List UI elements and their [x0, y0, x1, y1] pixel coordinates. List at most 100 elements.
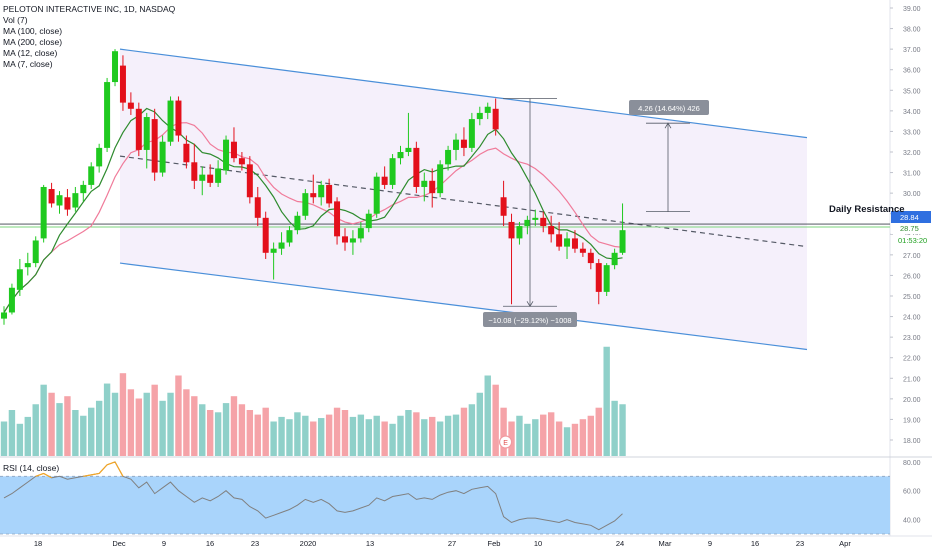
candle-body: [254, 197, 261, 218]
x-tick-label: 9: [162, 539, 166, 548]
measure-down-label: −10.08 (−29.12%) −1008: [488, 316, 571, 325]
y-tick-label: 18.00: [903, 438, 921, 445]
volume-bar: [357, 414, 365, 456]
volume-bar: [547, 412, 555, 456]
x-tick-label: 13: [366, 539, 374, 548]
volume-bar: [508, 421, 515, 456]
candle-body: [8, 287, 15, 313]
y-tick-label: 23.00: [903, 335, 921, 342]
candle-body: [341, 236, 348, 243]
candle-body: [238, 158, 245, 165]
x-tick-label: Dec: [112, 539, 126, 548]
volume-bar: [563, 427, 571, 456]
candle-body: [556, 234, 563, 247]
candle-body: [349, 238, 356, 243]
volume-bar: [468, 404, 476, 456]
volume-bar: [365, 419, 372, 456]
x-tick-label: 16: [751, 539, 759, 548]
y-tick-label: 36.00: [903, 68, 921, 75]
candle-body: [500, 197, 507, 216]
x-tick-label: 23: [251, 539, 259, 548]
volume-bar: [436, 421, 444, 456]
x-tick-label: 18: [34, 539, 42, 548]
ma12-line: [3, 122, 623, 313]
candle-body: [1, 312, 7, 319]
candle-body: [215, 168, 222, 183]
volume-bar: [167, 392, 174, 456]
candle-body: [524, 219, 531, 227]
legend-ma7: MA (7, close): [3, 59, 53, 69]
volume-bar: [325, 414, 333, 456]
timer-label: 01:53:20: [898, 236, 927, 245]
timer-tag: [891, 235, 931, 247]
candle-body: [16, 269, 23, 290]
volume-bar: [603, 346, 610, 456]
y-tick-label: 35.00: [903, 88, 921, 95]
volume-bar: [254, 414, 261, 456]
measure-up-box: [629, 100, 709, 115]
volume-bar: [119, 373, 127, 456]
volume-bar: [413, 412, 420, 456]
volume-bar: [199, 404, 206, 456]
y-tick-label: 21.00: [903, 376, 921, 383]
candle-body: [389, 158, 396, 185]
rsi-y-tick-label: 40.00: [903, 518, 921, 525]
candle-body: [413, 147, 420, 187]
candle-body: [445, 149, 452, 165]
volume-bar: [72, 410, 79, 456]
candle-body: [357, 228, 364, 239]
candle-body: [143, 117, 150, 150]
y-tick-label: 32.00: [903, 150, 921, 157]
candle-body: [40, 186, 47, 239]
candle-body: [373, 176, 380, 214]
y-tick-label: 20.00: [903, 397, 921, 404]
candle-body: [230, 141, 237, 159]
channel-fill: [120, 49, 807, 350]
legend-ma12: MA (12, close): [3, 48, 58, 58]
candle-body: [119, 65, 126, 103]
ma7-line: [3, 107, 623, 313]
candle-body: [270, 248, 277, 253]
candle-body: [32, 240, 39, 264]
candle-body: [619, 230, 626, 253]
volume-bar: [619, 404, 626, 456]
candle-body: [421, 180, 428, 187]
volume-bar: [571, 423, 579, 456]
candle-body: [453, 139, 460, 150]
volume-bar: [452, 414, 460, 456]
candle-body: [381, 176, 388, 185]
legend-ma100: MA (100, close): [3, 26, 63, 36]
y-tick-label: 19.00: [903, 417, 921, 424]
volume-bar: [532, 419, 539, 456]
rsi-overbought-segment: [35, 472, 44, 477]
volume-bar: [191, 396, 198, 456]
x-tick-label: 24: [616, 539, 624, 548]
channel-upper-line: [119, 48, 808, 139]
candle-body: [484, 106, 491, 113]
rsi-legend: RSI (14, close): [3, 463, 60, 473]
y-tick-label: 26.00: [903, 273, 921, 280]
volume-bar: [175, 375, 182, 456]
candle-body: [48, 189, 55, 204]
candle-body: [151, 119, 158, 173]
volume-bar: [524, 423, 531, 456]
rsi-y-tick-label: 60.00: [903, 489, 921, 496]
volume-bar: [183, 389, 190, 456]
earnings-marker-icon: [498, 435, 513, 449]
candle-body: [207, 174, 214, 183]
earnings-marker-label: E: [503, 440, 508, 447]
volume-bar: [286, 419, 293, 456]
last-price-label: 28.84: [900, 213, 919, 222]
candle-body: [72, 193, 79, 208]
volume-bar: [95, 400, 103, 456]
candle-body: [310, 193, 317, 198]
volume-bar: [16, 423, 24, 456]
candle-body: [365, 213, 372, 229]
candle-body: [437, 164, 444, 194]
volume-bar: [611, 400, 618, 456]
volume-bar: [373, 415, 380, 456]
channel-midline: [119, 155, 808, 248]
candle-body: [56, 195, 63, 206]
volume-bar: [302, 415, 309, 456]
